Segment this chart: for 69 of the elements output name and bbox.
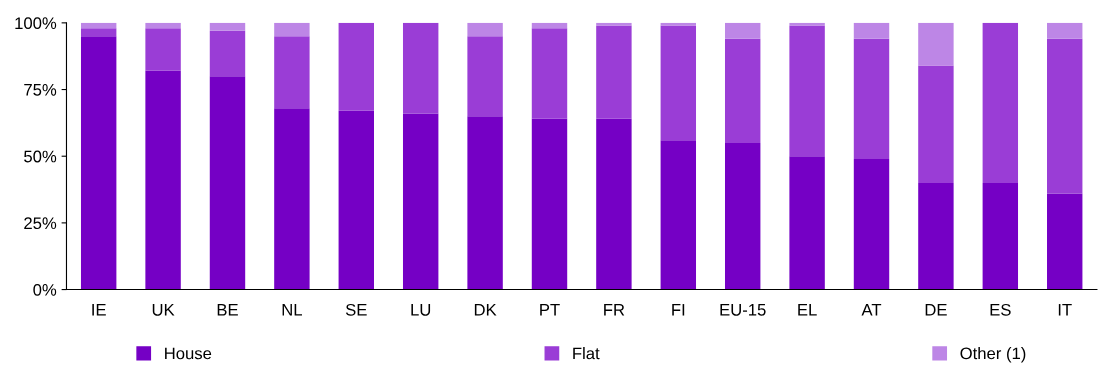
bar: [531, 28, 568, 119]
bar: [660, 140, 697, 290]
bar: [274, 36, 310, 109]
legend-label: House: [165, 347, 212, 360]
bar: [725, 22, 761, 39]
bar: [338, 110, 374, 290]
bar: [467, 116, 503, 290]
bar: [80, 28, 117, 37]
bar: [789, 22, 825, 26]
bar: [789, 156, 825, 290]
x-tick-label: IT: [1058, 304, 1072, 316]
y-tick-label: 50%: [24, 150, 57, 163]
bar: [918, 65, 954, 183]
bar: [982, 22, 1019, 183]
x-tick-label: IE: [92, 304, 106, 316]
y-tick-label: 25%: [24, 217, 57, 230]
x-tick-label: FR: [604, 304, 625, 316]
x-tick-label: SE: [345, 303, 367, 316]
x-tick-label: EU-15: [720, 304, 766, 316]
y-tick-label: 75%: [24, 84, 57, 96]
bar: [531, 118, 568, 290]
bar: [145, 22, 181, 29]
bar: [274, 22, 310, 37]
bar: [209, 22, 246, 31]
x-tick-label: FI: [672, 304, 685, 316]
bar: [209, 76, 246, 290]
bar: [918, 182, 954, 290]
x-tick-label: NL: [282, 304, 302, 316]
bar: [531, 22, 568, 29]
bar: [145, 28, 181, 71]
bar: [467, 22, 503, 37]
legend-label: Flat: [573, 347, 600, 360]
x-tick-label: BE: [217, 304, 238, 316]
bar: [1047, 193, 1083, 290]
bar: [660, 22, 697, 26]
y-tick-label: 0%: [33, 283, 57, 296]
legend-label: Other (1): [960, 347, 1026, 363]
bar: [853, 22, 890, 39]
x-tick-label: EL: [798, 304, 817, 316]
y-tick-label: 100%: [15, 17, 57, 30]
bar: [1047, 38, 1083, 194]
bar: [402, 113, 439, 290]
bar: [596, 22, 632, 26]
bar: [1047, 22, 1083, 39]
bar: [402, 22, 439, 114]
bar: [725, 142, 761, 290]
bar: [80, 22, 117, 29]
bar: [982, 182, 1019, 290]
bar: [145, 70, 181, 290]
x-tick-label: ES: [990, 303, 1011, 316]
x-tick-label: PT: [540, 304, 560, 316]
bar: [918, 22, 954, 66]
bar: [853, 38, 890, 159]
x-tick-label: AT: [861, 304, 882, 316]
bar: [467, 36, 503, 117]
bar: [596, 25, 632, 119]
x-tick-label: LU: [411, 304, 431, 316]
bar: [725, 38, 761, 143]
bar: [80, 36, 117, 290]
bar: [660, 25, 697, 141]
bar: [853, 158, 890, 290]
x-tick-label: UK: [152, 304, 175, 316]
bar: [596, 118, 632, 290]
x-tick-label: DE: [925, 304, 947, 316]
bar: [789, 25, 825, 157]
bar: [338, 22, 374, 111]
bar: [209, 30, 246, 77]
bar: [274, 108, 310, 290]
x-tick-label: DK: [474, 304, 497, 316]
